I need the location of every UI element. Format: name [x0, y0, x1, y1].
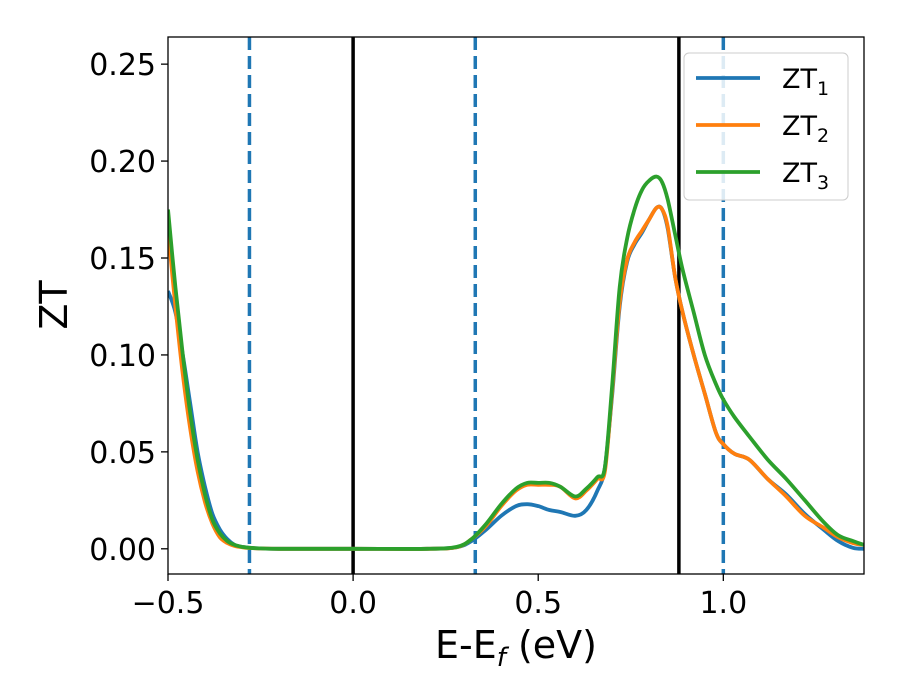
y-tick-label: 0.05 [89, 436, 156, 471]
x-tick-label: 0.5 [514, 586, 562, 621]
x-axis-label-unit: (eV) [506, 623, 597, 667]
y-tick-label: 0.00 [89, 533, 156, 568]
series-line-zt3 [168, 174, 864, 551]
x-axis-label-main: E-E [435, 623, 497, 667]
legend: ZT1 ZT2 ZT3 [683, 52, 849, 201]
x-axis-label: E-Ef (eV) [435, 623, 597, 673]
plot-frame [167, 36, 865, 575]
y-tick-label: 0.25 [89, 48, 156, 83]
x-tick-label: 1.0 [699, 586, 747, 621]
x-tick-label: 0.0 [329, 586, 377, 621]
y-axis-label: ZT [32, 280, 76, 330]
legend-label-zt3: ZT3 [782, 158, 829, 194]
x-axis-ticks: −0.5 0.0 0.5 1.0 [132, 574, 747, 621]
y-tick-label: 0.15 [89, 242, 156, 277]
legend-label-zt2: ZT2 [782, 111, 829, 147]
y-tick-label: 0.20 [89, 145, 156, 180]
y-tick-label: 0.10 [89, 339, 156, 374]
legend-box [683, 52, 849, 201]
series-lines [168, 174, 864, 551]
legend-label-zt1: ZT1 [782, 64, 829, 100]
x-tick-label: −0.5 [132, 586, 205, 621]
y-axis-ticks: 0.00 0.05 0.10 0.15 0.20 0.25 [89, 48, 168, 568]
vertical-reference-lines [247, 37, 726, 574]
